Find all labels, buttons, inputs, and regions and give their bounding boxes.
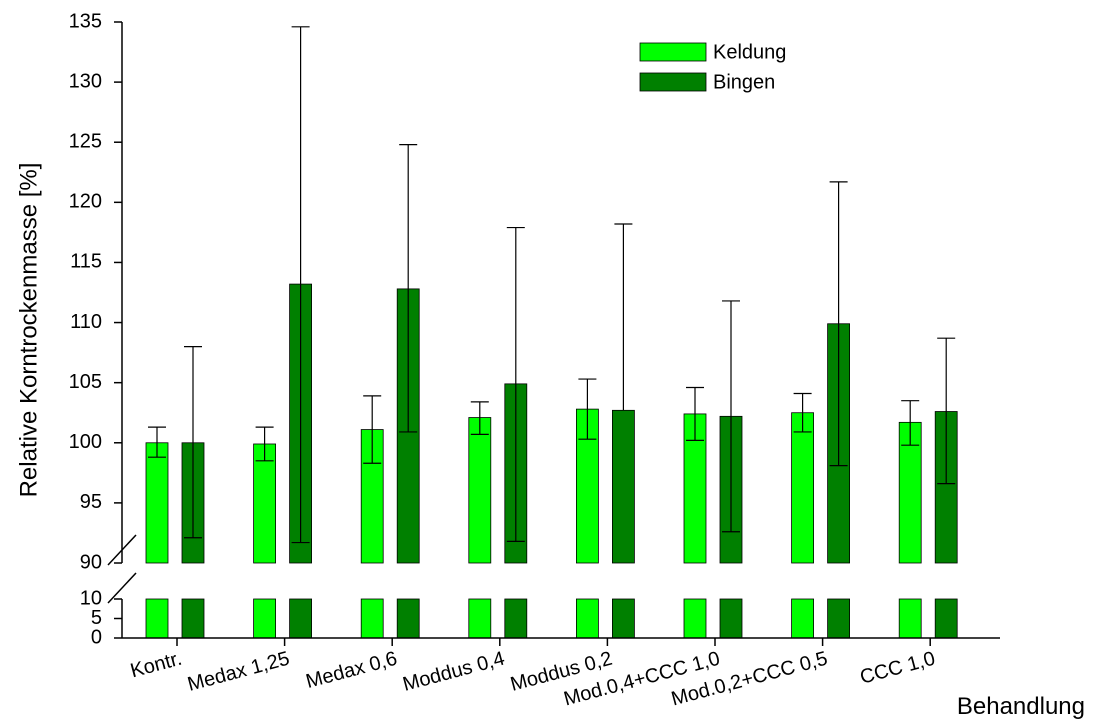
axis-break-mark <box>107 534 137 566</box>
x-axis: Kontr. Medax 1,25 Medax 0,6 Moddus 0,4 Moddu… <box>122 637 1000 710</box>
bar <box>791 412 814 564</box>
bar <box>253 443 277 564</box>
y-tick-label: 105 <box>69 371 102 393</box>
legend-label: Keldung <box>713 41 786 63</box>
bar-stub <box>719 598 743 639</box>
x-tick-label: Medax 1,25 <box>185 648 292 696</box>
x-tick-label: CCC 1,0 <box>858 648 938 689</box>
y-tick-label: 5 <box>91 607 102 629</box>
y-tick-label: 100 <box>69 431 102 453</box>
y-axis-title: Relative Korntrockenmasse [%] <box>15 163 42 498</box>
y-tick-label: 125 <box>69 131 102 153</box>
bar-stub <box>934 598 958 639</box>
y-tick-label: 130 <box>69 70 102 92</box>
bar-stub <box>396 598 420 639</box>
bar-stub <box>898 598 922 639</box>
bar-stub <box>504 598 528 639</box>
x-tick-label: Moddus 0,4 <box>400 648 507 696</box>
y-tick-label: 120 <box>69 191 102 213</box>
legend-label: Bingen <box>713 71 775 93</box>
bar-stub <box>683 598 707 639</box>
bar-stub <box>253 598 277 639</box>
y-tick-label: 10 <box>80 587 102 609</box>
x-tick-label: Kontr. <box>128 648 184 683</box>
bar-stub <box>181 598 205 639</box>
bars <box>145 283 958 639</box>
y-tick-label: 90 <box>80 551 102 573</box>
y-tick-label: 115 <box>70 251 102 273</box>
y-tick-label: 110 <box>70 311 102 333</box>
bar-stub <box>576 598 599 639</box>
x-axis-title: Behandlung <box>957 693 1085 720</box>
bar-stub <box>827 598 850 639</box>
error-bars <box>148 26 956 544</box>
legend-swatch <box>639 42 707 62</box>
bar <box>145 442 169 564</box>
legend: Keldung Bingen <box>639 41 786 93</box>
y-tick-label: 135 <box>69 10 102 32</box>
x-tick-label: Medax 0,6 <box>304 648 400 693</box>
y-tick-label: 95 <box>80 491 102 513</box>
bar <box>612 409 635 564</box>
bar <box>468 417 492 564</box>
y-tick-label: 0 <box>91 626 102 648</box>
bar-stub <box>360 598 384 639</box>
legend-swatch <box>639 72 707 92</box>
bar-stub <box>468 598 492 639</box>
bar-stub <box>612 598 635 639</box>
bar-stub <box>145 598 169 639</box>
bar-stub <box>289 598 313 639</box>
bar-stub <box>791 598 814 639</box>
axis-break-mark <box>107 572 137 604</box>
